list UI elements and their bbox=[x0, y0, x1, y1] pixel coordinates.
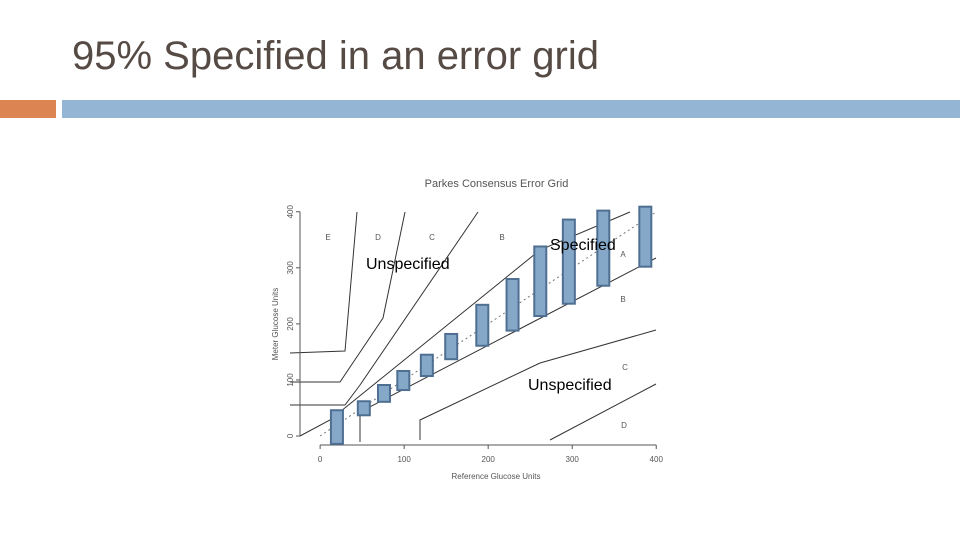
range-bar bbox=[376, 384, 391, 403]
x-tick-label: 400 bbox=[650, 455, 664, 464]
zone-label: C bbox=[622, 363, 628, 372]
slide-title: 95% Specified in an error grid bbox=[72, 34, 599, 78]
y-tick-label: 400 bbox=[286, 205, 295, 219]
x-tick-label: 100 bbox=[397, 455, 411, 464]
y-axis-label: Meter Glucose Units bbox=[271, 288, 280, 360]
range-bar bbox=[596, 209, 611, 287]
range-bar bbox=[419, 353, 434, 378]
y-tick-label: 0 bbox=[286, 433, 295, 438]
range-bar bbox=[638, 205, 653, 268]
range-bar bbox=[396, 369, 411, 392]
x-tick-label: 200 bbox=[482, 455, 496, 464]
range-bar bbox=[329, 409, 344, 445]
annotation: Specified bbox=[550, 237, 616, 254]
range-bar bbox=[356, 400, 371, 417]
range-bar bbox=[444, 332, 459, 361]
x-tick-label: 300 bbox=[566, 455, 580, 464]
y-tick-label: 100 bbox=[286, 373, 295, 387]
zone-label: D bbox=[621, 421, 627, 430]
zone-label: E bbox=[325, 233, 330, 242]
x-tick-label: 0 bbox=[318, 455, 323, 464]
zone-label: C bbox=[429, 233, 435, 242]
range-bar bbox=[561, 218, 576, 305]
range-bar bbox=[505, 278, 520, 332]
zone-label: B bbox=[499, 233, 504, 242]
accent-bar bbox=[0, 100, 56, 118]
zone-label: A bbox=[620, 250, 626, 259]
y-tick-label: 300 bbox=[286, 261, 295, 275]
header-bar bbox=[62, 100, 960, 118]
range-bar bbox=[475, 303, 490, 347]
y-tick-label: 200 bbox=[286, 317, 295, 331]
zone-label: D bbox=[375, 233, 381, 242]
range-bar bbox=[533, 245, 548, 318]
chart-title: Parkes Consensus Error Grid bbox=[425, 178, 569, 190]
annotation: Unspecified bbox=[366, 256, 450, 273]
x-axis-label: Reference Glucose Units bbox=[452, 472, 541, 481]
zone-label: B bbox=[620, 295, 625, 304]
annotation: Unspecified bbox=[528, 377, 612, 394]
